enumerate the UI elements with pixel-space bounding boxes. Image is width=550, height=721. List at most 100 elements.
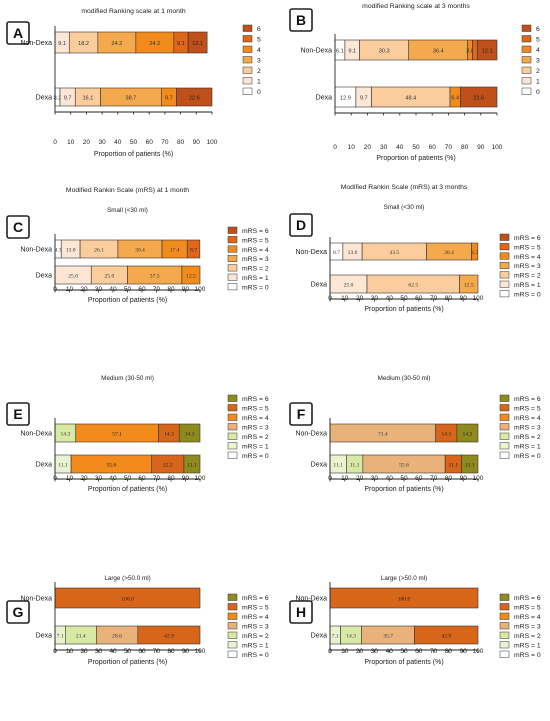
legend-swatch xyxy=(242,77,253,85)
legend-label: 4 xyxy=(257,47,261,54)
legend-label: mRS = 6 xyxy=(514,396,541,403)
category-label: Non-Dexa xyxy=(20,247,52,254)
bar-data-label: 6.4 xyxy=(451,95,459,101)
category-label: Non-Dexa xyxy=(20,40,52,47)
x-tick-label: 0 xyxy=(53,139,57,146)
bar-segment xyxy=(181,265,201,285)
bar-data-label: 26.1 xyxy=(94,247,104,253)
bar-data-label: 62.5 xyxy=(408,282,418,288)
x-tick-label: 70 xyxy=(430,295,438,302)
x-tick-label: 90 xyxy=(460,648,468,655)
chart-title: Modified Rankin Scale (mRS) at 1 month xyxy=(66,187,189,194)
legend-swatch xyxy=(227,264,238,272)
legend-label: mRS = 6 xyxy=(514,235,541,242)
bar-data-label: 14.3 xyxy=(185,431,195,437)
category-label: Non-Dexa xyxy=(20,431,52,438)
legend-swatch xyxy=(227,394,238,402)
bar-data-label: 48.4 xyxy=(405,95,416,101)
bar-data-label: 11.1 xyxy=(187,462,197,468)
bar-data-label: 71.4 xyxy=(378,431,388,437)
bar-segment xyxy=(176,87,213,107)
category-label: Dexa xyxy=(311,462,327,469)
legend-swatch xyxy=(227,442,238,450)
legend-swatch xyxy=(499,612,510,620)
legend-swatch xyxy=(227,283,238,291)
panel-h: H Large (>50.0 ml) 100.0 Non-Dexa 7.1 14.3 35.… xyxy=(289,575,541,666)
x-tick-label: 90 xyxy=(477,144,485,151)
bar-data-label: 12.1 xyxy=(192,41,203,47)
legend-label: mRS = 6 xyxy=(514,595,541,602)
legend-swatch xyxy=(227,603,238,611)
x-tick-label: 30 xyxy=(371,295,379,302)
x-tick-label: 40 xyxy=(386,648,394,655)
legend-swatch xyxy=(499,442,510,450)
legend-label: 1 xyxy=(257,79,261,86)
chart-title: modified Ranking scale at 3 months xyxy=(362,3,470,10)
bar-data-label: 22.6 xyxy=(473,95,484,101)
x-tick-label: 90 xyxy=(460,295,468,302)
bar-data-label: 17.4 xyxy=(170,247,180,253)
legend-label: mRS = 1 xyxy=(242,444,269,451)
chart-subtitle: Medium (30-50 ml) xyxy=(101,375,154,382)
legend-label: 2 xyxy=(536,68,540,75)
x-tick-label: 70 xyxy=(445,144,453,151)
bar-segment xyxy=(459,274,479,294)
bar-data-label: 4.3 xyxy=(471,250,478,256)
chart-subtitle: Large (>50.0 ml) xyxy=(104,575,150,582)
bar-data-label: 30.3 xyxy=(379,48,390,54)
bar-data-label: 9.1 xyxy=(177,41,185,47)
x-tick-label: 30 xyxy=(371,648,379,655)
x-tick-label: 10 xyxy=(67,139,75,146)
legend-label: mRS = 1 xyxy=(514,282,541,289)
legend-swatch xyxy=(499,290,510,298)
category-label: Dexa xyxy=(36,462,52,469)
legend-swatch xyxy=(521,24,532,32)
legend-swatch xyxy=(227,650,238,658)
x-tick-label: 30 xyxy=(95,648,103,655)
x-tick-label: 100 xyxy=(195,475,206,482)
category-label: Dexa xyxy=(36,273,52,280)
x-tick-label: 60 xyxy=(429,144,437,151)
bar-data-label: 24.2 xyxy=(149,41,160,47)
category-label: Non-Dexa xyxy=(295,431,327,438)
legend-label: 3 xyxy=(257,58,261,65)
bar-data-label: 30.4 xyxy=(135,247,145,253)
bar-data-label: 9.7 xyxy=(360,95,368,101)
legend-label: mRS = 1 xyxy=(242,275,269,282)
x-tick-label: 20 xyxy=(80,286,88,293)
bar-data-label: 57.1 xyxy=(112,431,122,437)
bar-data-label: 14.3 xyxy=(441,431,451,437)
x-tick-label: 0 xyxy=(328,648,332,655)
panel-letter: E xyxy=(13,406,22,422)
x-tick-label: 40 xyxy=(109,286,117,293)
x-tick-label: 10 xyxy=(348,144,356,151)
panel-letter-box xyxy=(289,213,313,237)
legend-swatch xyxy=(227,631,238,639)
panel-letter: A xyxy=(13,25,23,41)
legend-swatch xyxy=(227,432,238,440)
x-tick-label: 90 xyxy=(460,475,468,482)
legend-label: mRS = 3 xyxy=(242,256,269,263)
legend-label: mRS = 6 xyxy=(242,396,269,403)
x-tick-label: 100 xyxy=(492,144,503,151)
legend-label: mRS = 4 xyxy=(514,614,541,621)
chart-subtitle: Medium (30-50 ml) xyxy=(378,375,431,382)
bar-data-label: 14.3 xyxy=(60,431,70,437)
legend-swatch xyxy=(242,24,253,32)
legend-label: 6 xyxy=(257,26,261,33)
bar-segment xyxy=(456,423,479,443)
legend-swatch xyxy=(499,243,510,251)
legend-label: mRS = 3 xyxy=(514,263,541,270)
legend-swatch xyxy=(227,451,238,459)
x-tick-label: 90 xyxy=(182,475,190,482)
x-tick-label: 0 xyxy=(328,475,332,482)
legend-swatch xyxy=(227,413,238,421)
bar-data-label: 30.4 xyxy=(444,250,454,256)
bar-data-label: 42.9 xyxy=(164,633,174,639)
x-tick-label: 20 xyxy=(356,475,364,482)
bar-data-label: 12.5 xyxy=(186,273,196,279)
legend-label: 2 xyxy=(257,68,261,75)
panel-letter: B xyxy=(296,12,306,28)
x-tick-label: 30 xyxy=(98,139,106,146)
legend-swatch xyxy=(521,56,532,64)
